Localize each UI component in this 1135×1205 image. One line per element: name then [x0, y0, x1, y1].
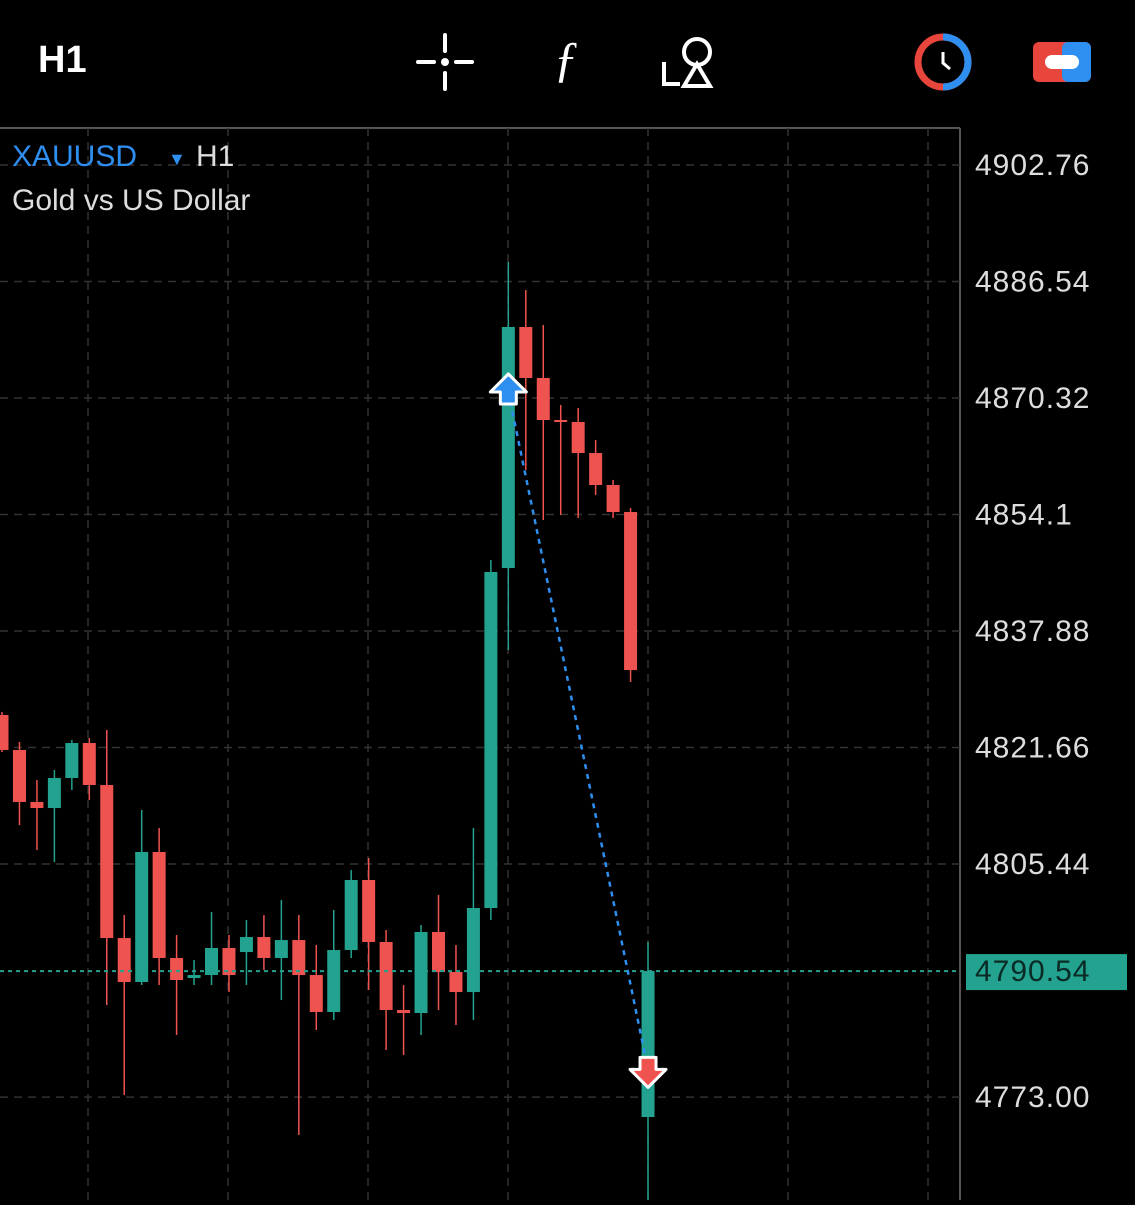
- y-tick-label: 4837.88: [975, 615, 1090, 648]
- candle-body: [274, 940, 288, 959]
- y-tick-label: 4902.76: [975, 149, 1090, 182]
- candle-body: [414, 932, 428, 1014]
- candle-body: [449, 972, 463, 993]
- candle-body: [397, 1010, 411, 1014]
- candle-body: [641, 971, 655, 1118]
- candle-body: [152, 851, 166, 959]
- sell-marker: [628, 1055, 668, 1089]
- candle-body: [82, 743, 96, 786]
- candle-body: [222, 948, 236, 976]
- candle-body: [309, 975, 323, 1013]
- candle-body: [327, 950, 341, 1013]
- candle-body: [170, 958, 184, 980]
- plot: [0, 261, 960, 1200]
- candle-body: [432, 932, 445, 973]
- candle-body: [12, 749, 26, 802]
- clock-icon[interactable]: [914, 33, 972, 91]
- y-tick-label: 4773.00: [975, 1081, 1090, 1114]
- last-price-box: [966, 954, 1127, 991]
- crosshair-icon[interactable]: [416, 33, 474, 91]
- candle-body: [135, 851, 149, 982]
- objects-icon[interactable]: [662, 37, 714, 88]
- candle-body: [0, 714, 9, 750]
- chart-timeframe: H1: [196, 140, 234, 173]
- symbol[interactable]: XAUUSD: [12, 140, 137, 173]
- candle-body: [624, 512, 638, 671]
- candle-body: [536, 377, 550, 420]
- candle-body: [117, 938, 131, 982]
- candle-body: [344, 879, 358, 951]
- candle-body: [554, 419, 568, 423]
- candle-body: [292, 940, 306, 976]
- candle-body: [187, 975, 201, 979]
- indicators-icon[interactable]: ƒ: [554, 30, 579, 86]
- y-tick-label: 4870.32: [975, 382, 1090, 415]
- timeframe-button[interactable]: H1: [38, 39, 87, 81]
- candle-body: [239, 937, 253, 953]
- candle-body: [519, 326, 533, 378]
- y-tick-label: 4805.44: [975, 848, 1090, 881]
- candle-body: [65, 743, 79, 778]
- candle-body: [484, 571, 498, 909]
- y-tick-label: 4886.54: [975, 265, 1090, 298]
- candle-body: [362, 879, 376, 942]
- candle-body: [379, 941, 393, 1011]
- candle-body: [205, 948, 219, 976]
- candle-body: [100, 785, 114, 939]
- chart-title: Gold vs US Dollar: [12, 184, 250, 217]
- candle-body: [257, 937, 271, 959]
- toggle-icon[interactable]: [1033, 42, 1091, 82]
- candle-body: [501, 326, 515, 569]
- candle-body: [606, 484, 620, 513]
- buy-marker: [488, 372, 528, 406]
- y-tick-label: 4854.1: [975, 498, 1073, 531]
- candle-body: [30, 801, 44, 809]
- y-tick-label: 4821.66: [975, 731, 1090, 764]
- candle-body: [47, 777, 61, 809]
- last-price-label: 4790.54: [975, 955, 1090, 988]
- candle-body: [589, 453, 603, 485]
- grid: [0, 128, 960, 1200]
- symbol-dropdown[interactable]: ▼: [168, 149, 186, 169]
- candle-body: [571, 422, 585, 454]
- candle-body: [466, 908, 480, 993]
